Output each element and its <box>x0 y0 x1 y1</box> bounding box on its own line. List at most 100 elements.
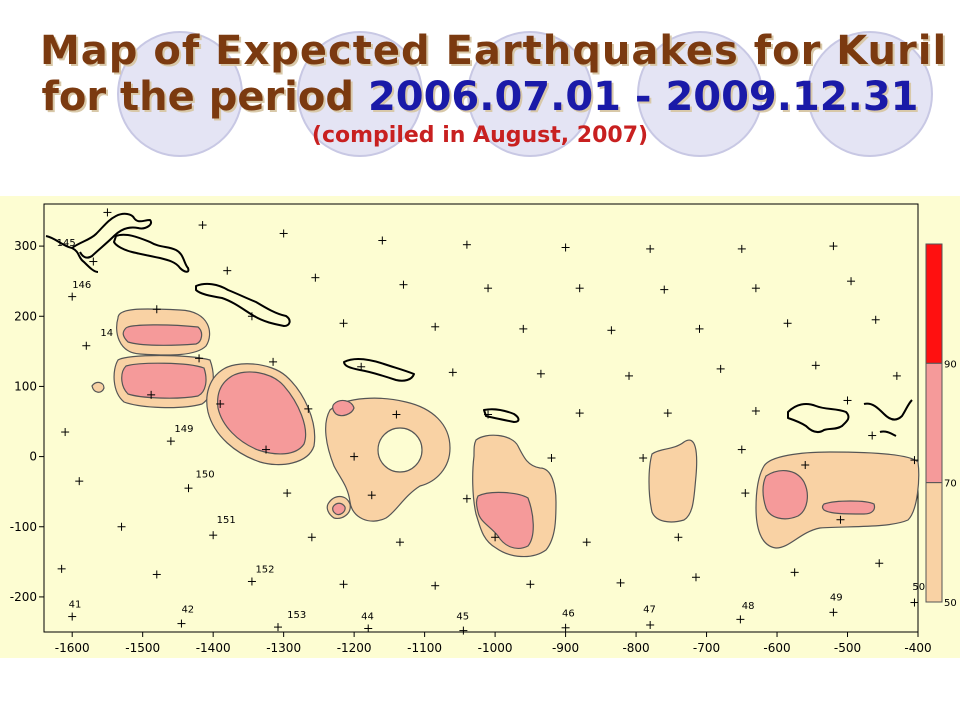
cell-label: 41 <box>69 599 82 610</box>
x-tick-label: -900 <box>552 641 579 655</box>
cell-label: 149 <box>174 424 193 435</box>
cross-marker <box>639 453 648 462</box>
cross-marker <box>82 341 91 350</box>
cross-marker <box>695 324 704 333</box>
coastline-east <box>863 399 913 437</box>
contour-regions <box>91 308 920 558</box>
legend-swatch <box>925 362 943 484</box>
y-tick-label: -200 <box>10 590 37 604</box>
x-tick-label: -500 <box>834 641 861 655</box>
cross-marker <box>431 322 440 331</box>
cell-label: 145 <box>57 238 76 249</box>
cross-marker <box>392 410 401 419</box>
cross-marker <box>431 581 440 590</box>
cell-labels: 145 146 14 149 150 151 152 153 41 42 44 45 46 47 48 49 5… <box>57 238 925 622</box>
title-period: 2006.07.01 - 2009.12.31 <box>367 74 919 120</box>
cross-marker <box>484 284 493 293</box>
x-tick-label: -600 <box>763 641 790 655</box>
contour-region-mid <box>122 324 203 346</box>
cross-marker <box>57 564 66 573</box>
coastline-island-3 <box>343 357 415 382</box>
cross-marker <box>737 445 746 454</box>
cross-marker <box>737 244 746 253</box>
cross-marker <box>663 409 672 418</box>
earthquake-map: -1600 -1500 -1400 -1300 -1200 -1100 -1000 -900-… <box>0 196 960 658</box>
cross-marker <box>279 229 288 238</box>
x-tick-label: -1500 <box>125 641 160 655</box>
decorative-circles <box>117 31 933 157</box>
cell-label: 42 <box>181 604 194 615</box>
contour-region-mid <box>332 502 346 516</box>
y-tick-label: 200 <box>14 309 37 323</box>
cross-marker <box>448 368 457 377</box>
cross-marker <box>152 305 161 314</box>
y-tick-label: -100 <box>10 520 37 534</box>
cross-marker <box>491 533 500 542</box>
cell-label: 153 <box>287 610 306 621</box>
cross-marker <box>216 399 225 408</box>
cell-label: 49 <box>830 592 843 603</box>
cell-label: 146 <box>72 280 91 291</box>
cross-marker <box>751 284 760 293</box>
cross-marker <box>367 491 376 500</box>
cross-marker <box>166 437 175 446</box>
x-tick-label: -1600 <box>55 641 90 655</box>
x-tick-label: -1200 <box>337 641 372 655</box>
cross-marker <box>339 319 348 328</box>
cell-label: 44 <box>361 611 374 622</box>
cross-marker <box>892 371 901 380</box>
cross-marker <box>283 489 292 498</box>
cell-label: 151 <box>217 515 236 526</box>
cross-marker <box>364 624 373 633</box>
title-line-2-prefix: for the period <box>41 74 368 120</box>
x-tick-label: -1300 <box>266 641 301 655</box>
cross-markers <box>57 208 919 635</box>
cross-marker <box>269 357 278 366</box>
cross-marker <box>195 354 204 363</box>
contour-hole <box>377 427 423 473</box>
cross-marker <box>561 623 570 632</box>
contour-region-mid <box>475 491 534 549</box>
legend-swatch <box>925 243 943 364</box>
cell-label: 48 <box>742 601 755 612</box>
slide-title: Map of Expected Earthquakes for Kuril fo… <box>40 28 948 152</box>
cross-marker <box>89 257 98 266</box>
cell-label: 46 <box>562 609 575 620</box>
cross-marker <box>646 244 655 253</box>
cross-marker <box>582 538 591 547</box>
cross-marker <box>829 608 838 617</box>
cross-marker <box>274 623 283 632</box>
cross-marker <box>910 598 919 607</box>
cross-marker <box>783 319 792 328</box>
title-compiled-note: (compiled in August, 2007) <box>311 123 649 148</box>
cross-marker <box>871 315 880 324</box>
cross-marker <box>147 390 156 399</box>
coastlines <box>45 212 913 437</box>
cross-marker <box>177 619 186 628</box>
plot-area <box>43 203 919 633</box>
cross-marker <box>117 522 126 531</box>
legend-swatch <box>925 482 943 603</box>
cross-marker <box>790 568 799 577</box>
coastline-island-2 <box>195 282 291 327</box>
cross-marker <box>247 577 256 586</box>
cross-marker <box>561 243 570 252</box>
cross-marker <box>68 292 77 301</box>
x-tick-label: -1000 <box>478 641 513 655</box>
x-tick-label: -700 <box>693 641 720 655</box>
cross-marker <box>811 361 820 370</box>
cell-label: 150 <box>196 470 215 481</box>
cross-marker <box>61 428 70 437</box>
legend-label: 90 <box>944 359 957 370</box>
cross-marker <box>262 445 271 454</box>
cross-marker <box>223 266 232 275</box>
cross-marker <box>152 570 161 579</box>
cross-marker <box>462 240 471 249</box>
cross-marker <box>378 236 387 245</box>
cross-marker <box>843 396 852 405</box>
cross-marker <box>399 280 408 289</box>
cross-marker <box>674 533 683 542</box>
cross-marker <box>75 477 84 486</box>
contour-region-mid <box>762 470 808 520</box>
title-line-1: Map of Expected Earthquakes for Kuril <box>40 28 948 74</box>
